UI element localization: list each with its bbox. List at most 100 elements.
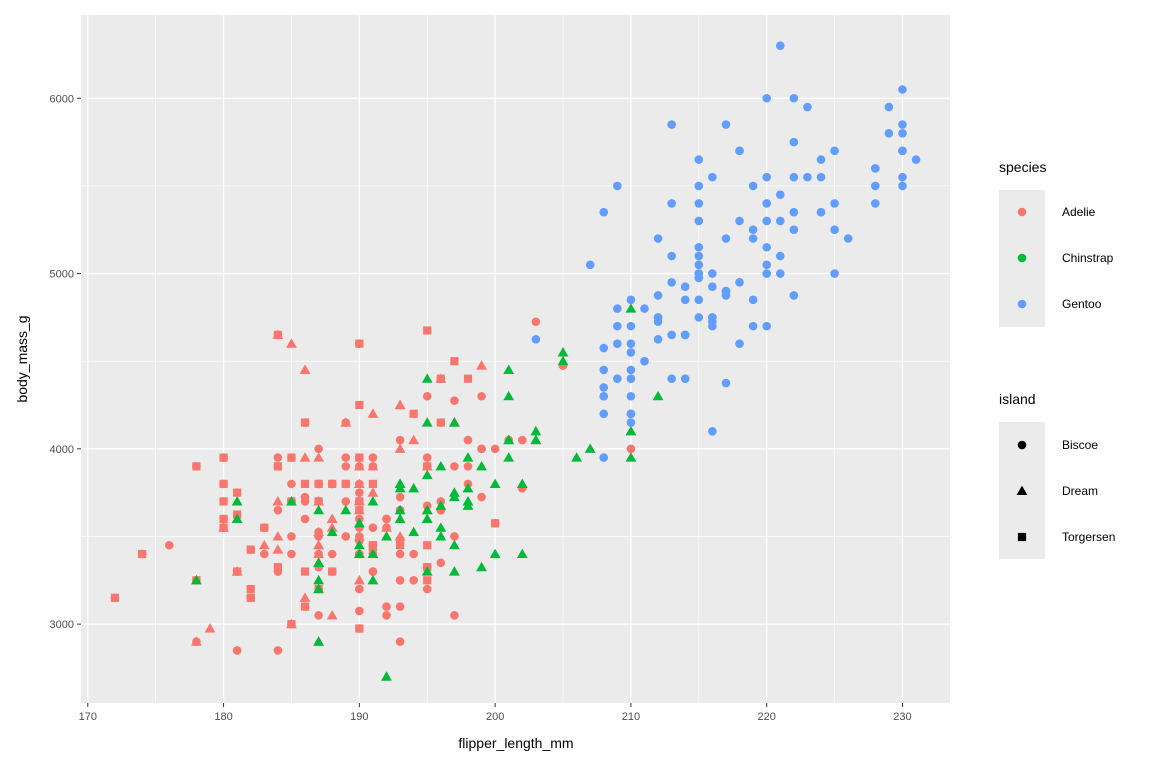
- data-point-chinstrap-dream: [313, 583, 325, 594]
- data-point-adelie-dream: [272, 531, 284, 541]
- data-point-gentoo-biscoe: [775, 190, 785, 199]
- x-axis-title: flipper_length_mm: [458, 735, 573, 751]
- data-point-gentoo-biscoe: [613, 181, 622, 191]
- data-point-gentoo-biscoe: [735, 146, 744, 156]
- data-point-chinstrap-dream: [435, 460, 447, 471]
- data-point-adelie-biscoe: [355, 584, 364, 594]
- legend-key-gentoo: [1017, 299, 1027, 309]
- data-point-adelie-biscoe: [110, 593, 120, 603]
- data-point-adelie-biscoe: [355, 453, 364, 462]
- data-point-adelie-dream: [353, 531, 365, 541]
- legend-label-biscoe: Biscoe: [1062, 438, 1098, 452]
- data-point-gentoo-biscoe: [626, 339, 636, 348]
- data-point-chinstrap-dream: [394, 513, 406, 523]
- data-point-adelie-biscoe: [355, 606, 364, 616]
- data-point-adelie-biscoe: [626, 444, 636, 454]
- data-point-gentoo-biscoe: [721, 120, 731, 129]
- data-point-chinstrap-dream: [367, 574, 379, 585]
- data-point-adelie-dream: [326, 609, 338, 620]
- data-point-chinstrap-dream: [557, 355, 569, 366]
- data-point-gentoo-biscoe: [694, 251, 704, 261]
- data-point-adelie-biscoe: [300, 492, 310, 502]
- data-point-gentoo-biscoe: [599, 383, 609, 392]
- data-point-gentoo-biscoe: [830, 269, 839, 278]
- data-point-adelie-biscoe: [368, 453, 378, 462]
- data-point-gentoo-biscoe: [898, 129, 907, 138]
- data-point-adelie-biscoe: [341, 532, 351, 541]
- data-point-adelie-dream: [272, 496, 284, 506]
- data-point-adelie-dream: [204, 623, 216, 633]
- data-point-adelie-dream: [299, 452, 311, 462]
- data-point-gentoo-biscoe: [762, 269, 771, 278]
- data-point-adelie-torgersen: [423, 576, 432, 585]
- data-point-adelie-dream: [367, 487, 379, 497]
- data-point-chinstrap-dream: [421, 417, 433, 427]
- data-point-gentoo-biscoe: [694, 155, 704, 164]
- data-point-adelie-torgersen: [463, 374, 473, 383]
- data-point-chinstrap-dream: [421, 513, 433, 523]
- data-point-adelie-torgersen: [450, 357, 459, 366]
- data-point-adelie-torgersen: [233, 488, 242, 497]
- data-point-adelie-dream: [313, 526, 325, 537]
- data-point-adelie-biscoe: [477, 492, 486, 502]
- data-point-chinstrap-dream: [462, 452, 474, 462]
- data-point-adelie-dream: [313, 548, 325, 559]
- data-point-gentoo-biscoe: [708, 172, 717, 182]
- data-point-gentoo-biscoe: [830, 199, 839, 208]
- data-point-chinstrap-dream: [489, 548, 501, 559]
- data-point-gentoo-biscoe: [775, 251, 785, 261]
- data-point-gentoo-biscoe: [789, 137, 799, 147]
- data-point-adelie-biscoe: [341, 479, 351, 489]
- data-point-adelie-biscoe: [382, 611, 391, 620]
- data-point-adelie-biscoe: [355, 624, 364, 633]
- data-point-gentoo-biscoe: [667, 330, 676, 340]
- data-point-adelie-biscoe: [219, 514, 228, 524]
- plot-panel: [81, 15, 950, 703]
- data-point-chinstrap-dream: [448, 487, 460, 497]
- data-point-gentoo-biscoe: [667, 120, 676, 129]
- data-point-chinstrap-dream: [381, 671, 392, 681]
- legend-species: species Adelie Chinstrap Gentoo: [999, 159, 1114, 327]
- data-point-chinstrap-dream: [421, 566, 433, 576]
- data-point-gentoo-biscoe: [626, 409, 636, 419]
- data-point-adelie-biscoe: [436, 418, 446, 427]
- data-point-gentoo-biscoe: [640, 304, 649, 313]
- data-point-chinstrap-dream: [530, 425, 542, 436]
- data-point-adelie-torgersen: [395, 536, 405, 545]
- data-point-adelie-biscoe: [477, 391, 486, 401]
- data-point-gentoo-biscoe: [816, 155, 826, 164]
- data-point-adelie-torgersen: [273, 563, 282, 572]
- data-point-chinstrap-dream: [231, 513, 243, 523]
- data-point-adelie-biscoe: [287, 453, 296, 462]
- data-point-chinstrap-dream: [421, 469, 433, 480]
- data-point-chinstrap-dream: [625, 303, 637, 313]
- data-point-adelie-dream: [258, 539, 270, 550]
- data-point-gentoo-biscoe: [653, 334, 663, 344]
- data-point-adelie-biscoe: [382, 602, 391, 611]
- data-point-adelie-biscoe: [273, 567, 283, 576]
- data-point-gentoo-biscoe: [667, 251, 676, 261]
- data-point-gentoo-biscoe: [599, 409, 609, 419]
- data-point-adelie-biscoe: [436, 558, 446, 568]
- data-point-adelie-dream: [435, 373, 447, 383]
- data-point-adelie-biscoe: [287, 532, 296, 541]
- data-point-gentoo-biscoe: [653, 291, 663, 300]
- data-point-gentoo-biscoe: [748, 181, 758, 191]
- data-point-chinstrap-dream: [313, 574, 325, 585]
- data-point-gentoo-biscoe: [789, 225, 799, 235]
- data-point-gentoo-biscoe: [884, 129, 894, 138]
- data-point-adelie-biscoe: [395, 575, 405, 585]
- data-point-chinstrap-dream: [231, 496, 243, 506]
- data-point-chinstrap-dream: [503, 434, 515, 445]
- data-point-gentoo-biscoe: [789, 291, 799, 300]
- data-point-chinstrap-dream: [313, 504, 325, 515]
- data-point-gentoo-biscoe: [762, 199, 771, 208]
- data-point-adelie-torgersen: [300, 479, 310, 488]
- data-point-chinstrap-dream: [313, 636, 325, 646]
- data-point-adelie-dream: [476, 360, 487, 370]
- data-point-adelie-biscoe: [409, 575, 418, 585]
- data-point-gentoo-biscoe: [911, 155, 921, 164]
- data-point-chinstrap-dream: [557, 347, 569, 357]
- y-tick-label: 4000: [50, 444, 74, 456]
- data-point-chinstrap-dream: [476, 561, 487, 572]
